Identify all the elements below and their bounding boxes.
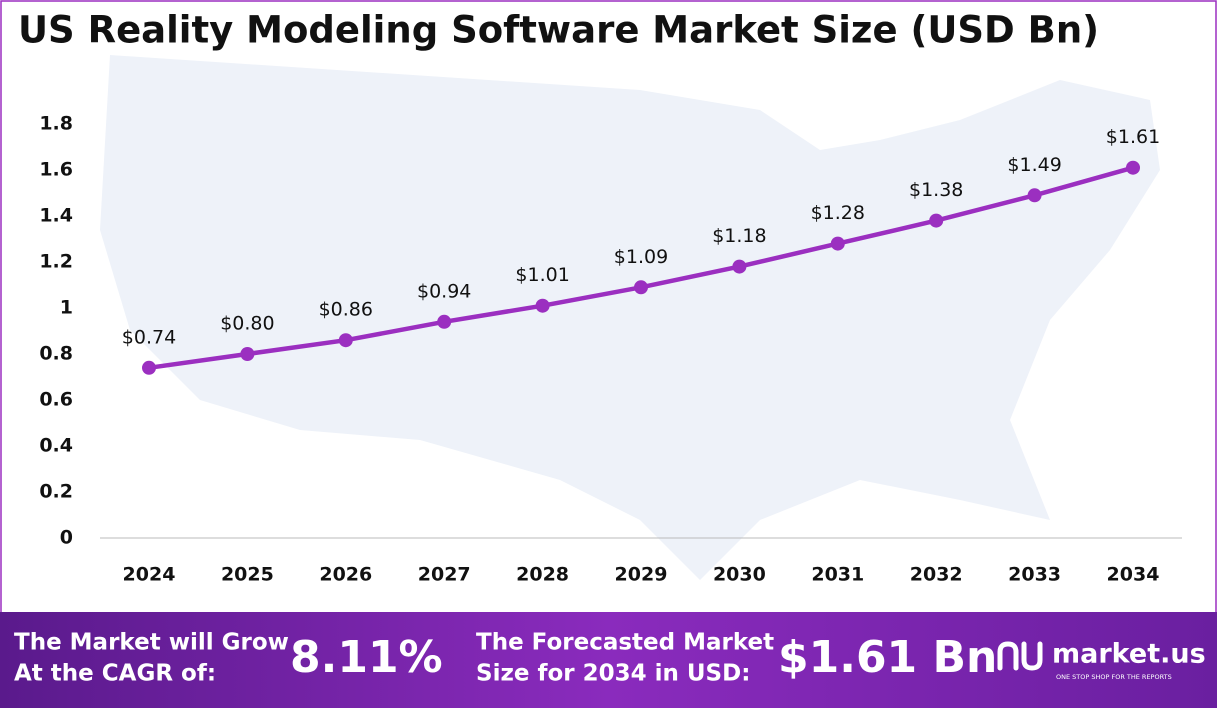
x-tick-label: 2030 — [713, 564, 766, 586]
point — [437, 314, 452, 329]
data-label: $1.09 — [614, 246, 668, 268]
point — [929, 213, 944, 228]
map-background — [100, 55, 1160, 580]
data-label: $0.74 — [122, 326, 176, 348]
y-tick-label: 1.6 — [39, 159, 73, 181]
data-label: $1.49 — [1007, 154, 1061, 176]
forecast-text: The Forecasted Market — [476, 630, 774, 656]
brand-name: market.us — [1052, 639, 1206, 670]
point — [830, 236, 845, 251]
y-tick-label: 0 — [60, 527, 73, 549]
x-tick-label: 2028 — [516, 564, 569, 586]
x-tick-label: 2024 — [123, 564, 176, 586]
data-label: $0.80 — [220, 313, 274, 335]
x-tick-label: 2034 — [1107, 564, 1160, 586]
y-tick-label: 0.2 — [39, 481, 73, 503]
point — [535, 298, 550, 313]
point — [634, 280, 648, 295]
cagr-text: The Market will Grow — [14, 630, 289, 656]
x-tick-label: 2031 — [811, 564, 864, 586]
y-tick-label: 1.4 — [39, 205, 73, 227]
point — [338, 333, 353, 348]
brand-logo — [997, 641, 1043, 671]
data-label: $1.38 — [909, 179, 963, 201]
y-tick-label: 1.2 — [39, 251, 73, 273]
x-tick-label: 2032 — [910, 564, 963, 586]
y-tick-label: 0.4 — [39, 435, 73, 457]
y-tick-label: 1 — [60, 297, 73, 319]
y-tick-label: 0.6 — [39, 389, 73, 411]
data-label: $1.01 — [515, 264, 569, 286]
data-label: $1.61 — [1106, 126, 1160, 148]
point — [1126, 160, 1140, 175]
point — [1027, 188, 1042, 203]
brand-tagline: ONE STOP SHOP FOR THE REPORTS — [1056, 673, 1172, 681]
x-tick-label: 2033 — [1008, 564, 1061, 586]
y-tick-label: 0.8 — [39, 343, 73, 365]
data-label: $0.86 — [319, 299, 373, 321]
data-label: $0.94 — [417, 280, 471, 302]
y-tick-label: 1.8 — [39, 113, 73, 135]
cagr-value: 8.11% — [290, 632, 443, 683]
forecast-text: Size for 2034 in USD: — [476, 661, 750, 687]
point — [240, 347, 255, 361]
data-label: $1.18 — [712, 225, 766, 247]
forecast-value: $1.61 Bn — [778, 632, 997, 683]
chart-title: US Reality Modeling Software Market Size… — [18, 9, 1099, 52]
cagr-text: At the CAGR of: — [14, 661, 216, 687]
x-tick-label: 2029 — [615, 564, 668, 586]
point — [142, 360, 156, 375]
x-tick-label: 2026 — [319, 564, 372, 586]
x-tick-label: 2027 — [418, 564, 471, 586]
x-tick-label: 2025 — [221, 564, 274, 586]
point — [732, 259, 747, 274]
data-label: $1.28 — [811, 202, 865, 224]
